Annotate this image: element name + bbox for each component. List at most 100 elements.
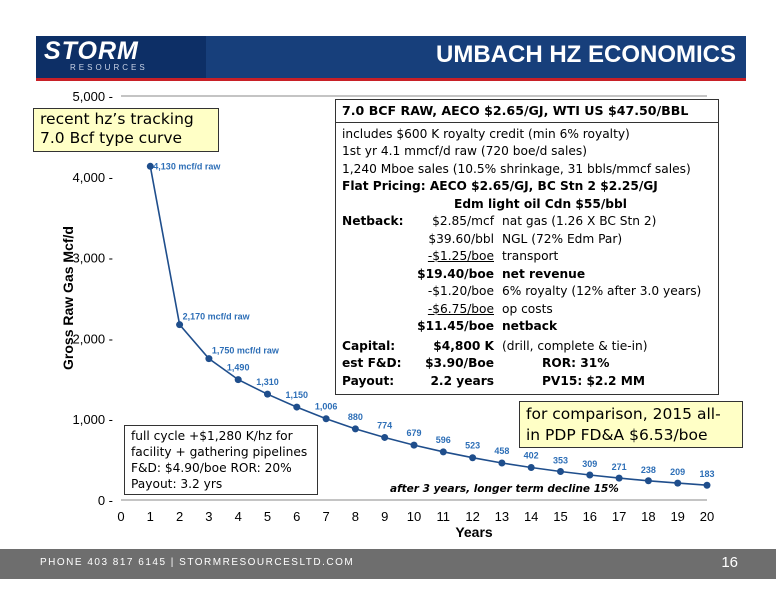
x-tick-label: 2 xyxy=(176,509,183,524)
netback-desc: op costs xyxy=(502,301,553,316)
netback-row: $11.45/boe netback xyxy=(342,318,712,336)
x-tick-label: 16 xyxy=(583,509,597,524)
data-label: 1,750 mcf/d raw xyxy=(212,346,280,356)
x-tick-label: 5 xyxy=(264,509,271,524)
pv15-value: PV15: $2.2 MM xyxy=(542,373,646,388)
netback-desc: NGL (72% Edm Par) xyxy=(502,231,623,246)
x-tick-label: 14 xyxy=(524,509,538,524)
data-point xyxy=(586,471,594,479)
y-tick-label: 4,000 - xyxy=(73,170,113,185)
data-point xyxy=(264,390,271,398)
data-label: 402 xyxy=(524,451,539,461)
netback-desc: nat gas (1.26 X BC Stn 2) xyxy=(502,214,657,228)
y-tick-label: 1,000 - xyxy=(73,412,113,427)
fd-row: est F&D: $3.90/Boe ROR: 31% xyxy=(342,355,712,373)
data-point xyxy=(527,464,535,472)
logo-subtext: RESOURCES xyxy=(70,63,148,72)
x-tick-label: 20 xyxy=(700,509,714,524)
netback-value: $2.85/mcf xyxy=(432,214,494,228)
comparison-line-1: for comparison, 2015 all- xyxy=(526,405,721,423)
data-label: 309 xyxy=(582,459,597,469)
y-tick-label: 0 - xyxy=(98,493,113,508)
data-point xyxy=(644,477,652,485)
data-point xyxy=(703,481,711,489)
netback-desc: 6% royalty (12% after 3.0 years) xyxy=(502,284,702,298)
data-label: 4,130 mcf/d raw xyxy=(153,161,221,171)
data-label: 183 xyxy=(699,469,714,479)
title-rule xyxy=(36,78,746,81)
x-tick-label: 12 xyxy=(465,509,479,524)
data-point xyxy=(205,355,213,363)
data-label: 353 xyxy=(553,455,568,465)
decline-curve-line xyxy=(149,166,708,486)
capital-row: Capital: $4,800 K (drill, complete & tie… xyxy=(342,338,712,356)
x-tick-label: 3 xyxy=(205,509,212,524)
econ-line-2: 1st yr 4.1 mmcf/d raw (720 boe/d sales) xyxy=(342,144,587,158)
data-point xyxy=(615,474,623,482)
y-tick-label: 2,000 - xyxy=(73,331,113,346)
flat-pricing-1: Flat Pricing: AECO $2.65/GJ, BC Stn 2 $2… xyxy=(342,179,658,193)
netback-row: $19.40/boe net revenue xyxy=(342,266,712,284)
y-axis-label: Gross Raw Gas Mcf/d xyxy=(60,226,76,370)
fd-label: est F&D: xyxy=(342,356,402,370)
full-cycle-line-1: full cycle +$1,280 K/hz for xyxy=(131,429,293,443)
data-point xyxy=(234,376,242,384)
x-tick-label: 6 xyxy=(293,509,300,524)
data-label: 1,006 xyxy=(315,402,338,412)
netback-desc: transport xyxy=(502,249,559,263)
x-axis-label: Years xyxy=(455,524,493,540)
netback-value: $19.40/boe xyxy=(417,266,494,281)
netback-value: -$1.25/boe xyxy=(427,249,494,263)
netback-row: -$6.75/boe op costs xyxy=(342,301,712,319)
econ-line-1: includes $600 K royalty credit (min 6% r… xyxy=(342,126,630,141)
page-title: UMBACH HZ ECONOMICS xyxy=(436,41,736,68)
logo-text: STORM xyxy=(44,37,139,65)
data-label: 774 xyxy=(377,420,392,430)
footer-contact: PHONE 403 817 6145 | STORMRESOURCESLTD.C… xyxy=(40,557,355,568)
data-label: 523 xyxy=(465,441,480,451)
y-tick-label: 3,000 - xyxy=(73,251,113,266)
data-point xyxy=(176,321,184,329)
netback-row: $39.60/bbl NGL (72% Edm Par) xyxy=(342,231,712,249)
x-tick-label: 7 xyxy=(322,509,329,524)
data-label: 679 xyxy=(406,428,421,438)
data-point xyxy=(351,425,359,433)
y-tick-label: 5,000 - xyxy=(73,89,113,104)
economics-heading: 7.0 BCF RAW, AECO $2.65/GJ, WTI US $47.5… xyxy=(336,102,718,123)
data-point xyxy=(498,459,506,467)
netback-row: -$1.20/boe 6% royalty (12% after 3.0 yea… xyxy=(342,283,712,301)
data-point xyxy=(322,415,330,423)
flat-pricing-2: Edm light oil Cdn $55/bbl xyxy=(454,196,627,211)
netback-label: Netback: xyxy=(342,214,404,228)
data-label: 880 xyxy=(348,412,363,422)
economics-box: 7.0 BCF RAW, AECO $2.65/GJ, WTI US $47.5… xyxy=(335,99,719,395)
full-cycle-box: full cycle +$1,280 K/hz for facility + g… xyxy=(124,425,318,495)
data-label: 1,490 xyxy=(227,363,250,373)
netback-desc: netback xyxy=(502,319,558,333)
data-point xyxy=(293,403,301,411)
storm-logo xyxy=(36,36,206,78)
capital-value: $4,800 K xyxy=(433,338,494,353)
data-point xyxy=(557,467,564,475)
full-cycle-line-4: Payout: 3.2 yrs xyxy=(131,477,223,491)
netback-row: -$1.25/boe transport xyxy=(342,248,712,266)
netback-value: -$6.75/boe xyxy=(427,301,494,316)
x-tick-label: 18 xyxy=(641,509,655,524)
data-point xyxy=(469,454,477,462)
x-tick-label: 9 xyxy=(381,509,388,524)
ror-value: ROR: 31% xyxy=(542,356,610,370)
netback-value: $39.60/bbl xyxy=(428,231,494,246)
x-tick-label: 15 xyxy=(553,509,567,524)
full-cycle-line-2: facility + gathering pipelines xyxy=(131,445,308,459)
x-tick-label: 17 xyxy=(612,509,626,524)
fd-value: $3.90/Boe xyxy=(425,356,494,370)
type-curve-line-2: 7.0 Bcf type curve xyxy=(40,129,183,147)
type-curve-callout: recent hz’s tracking 7.0 Bcf type curve xyxy=(33,108,219,152)
data-point xyxy=(146,162,154,170)
x-tick-label: 19 xyxy=(670,509,684,524)
netback-row: Netback: $2.85/mcf nat gas (1.26 X BC St… xyxy=(342,213,712,231)
payout-label: Payout: xyxy=(342,373,395,388)
x-tick-label: 8 xyxy=(352,509,359,524)
data-label: 238 xyxy=(641,465,656,475)
